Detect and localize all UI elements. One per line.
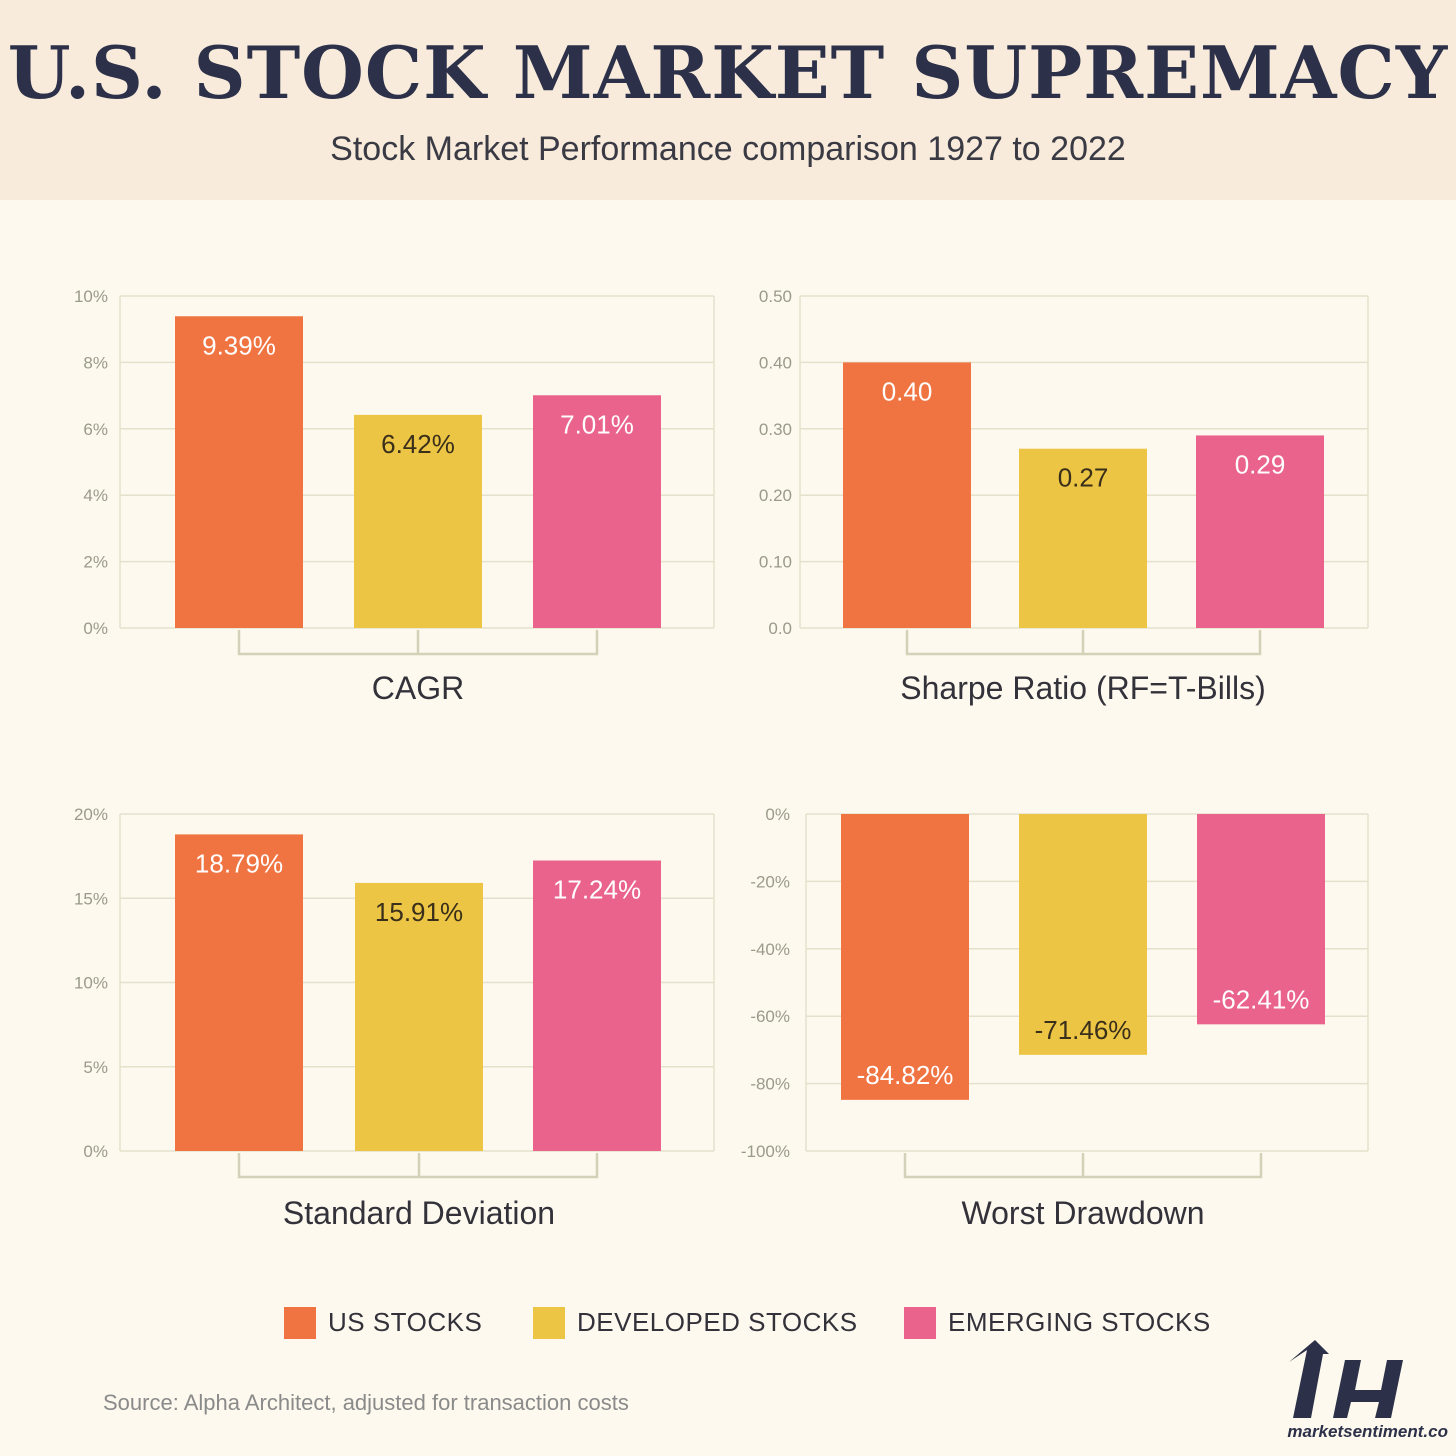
y-tick-label: 0.20 — [759, 486, 792, 505]
x-axis-label: CAGR — [372, 670, 464, 706]
bar-developed — [355, 882, 483, 1151]
y-tick-label: 0.40 — [759, 353, 792, 372]
x-axis-label: Sharpe Ratio (RF=T-Bills) — [900, 670, 1265, 706]
y-tick-label: 0% — [83, 619, 108, 638]
bar-emerging — [533, 860, 661, 1151]
brand-logo-icon — [1289, 1340, 1403, 1418]
bar-us — [843, 362, 971, 628]
bar-value-label: 6.42% — [381, 429, 455, 459]
y-tick-label: 0.10 — [759, 553, 792, 572]
bar-developed — [354, 414, 482, 628]
brand-name: marketsentiment.co — [1287, 1422, 1448, 1441]
y-tick-label: 20% — [74, 805, 108, 824]
y-tick-label: 10% — [74, 974, 108, 993]
bar-value-label: 15.91% — [375, 897, 463, 927]
page-title: U.S. STOCK MARKET SUPREMACY — [7, 30, 1449, 115]
bar-developed — [1019, 448, 1147, 628]
bar-value-label: -62.41% — [1213, 984, 1310, 1014]
legend: US STOCKS DEVELOPED STOCKS EMERGING STOC… — [0, 1305, 1456, 1345]
y-tick-label: 15% — [74, 889, 108, 908]
x-axis-label: Worst Drawdown — [961, 1195, 1204, 1231]
source-note: Source: Alpha Architect, adjusted for tr… — [103, 1390, 629, 1415]
bar-value-label: 9.39% — [202, 330, 276, 360]
y-tick-label: 10% — [74, 287, 108, 306]
bar-value-label: 0.27 — [1058, 463, 1109, 493]
bar-value-label: 0.40 — [882, 376, 933, 406]
y-tick-label: -100% — [741, 1142, 790, 1161]
bar-us — [175, 316, 303, 628]
y-tick-label: 5% — [83, 1058, 108, 1077]
legend-label-us: US STOCKS — [328, 1307, 483, 1337]
bar-value-label: 17.24% — [553, 875, 641, 905]
y-tick-label: 8% — [83, 353, 108, 372]
bar-emerging — [533, 395, 661, 628]
y-tick-label: 0% — [765, 805, 790, 824]
legend-label-emerging: EMERGING STOCKS — [948, 1307, 1211, 1337]
legend-swatch-emerging — [904, 1307, 936, 1339]
y-tick-label: -20% — [750, 872, 790, 891]
y-tick-label: -80% — [750, 1075, 790, 1094]
y-tick-label: 0.50 — [759, 287, 792, 306]
bar-value-label: 18.79% — [195, 848, 283, 878]
y-tick-label: 0.30 — [759, 420, 792, 439]
y-tick-label: 4% — [83, 486, 108, 505]
page-subtitle: Stock Market Performance comparison 1927… — [330, 130, 1126, 168]
bar-us — [175, 834, 303, 1151]
y-tick-label: 2% — [83, 553, 108, 572]
y-tick-label: -40% — [750, 940, 790, 959]
y-tick-label: 0% — [83, 1142, 108, 1161]
y-tick-label: 6% — [83, 420, 108, 439]
legend-swatch-developed — [533, 1307, 565, 1339]
bar-value-label: -84.82% — [857, 1060, 954, 1090]
bar-developed — [1019, 814, 1147, 1055]
bar-emerging — [1196, 435, 1324, 628]
y-tick-label: -60% — [750, 1007, 790, 1026]
bar-us — [841, 814, 969, 1100]
bar-emerging — [1197, 814, 1325, 1025]
header-banner: U.S. STOCK MARKET SUPREMACY Stock Market… — [0, 0, 1456, 200]
y-tick-label: 0.0 — [768, 619, 792, 638]
bar-value-label: -71.46% — [1035, 1015, 1132, 1045]
legend-swatch-us — [284, 1307, 316, 1339]
legend-label-developed: DEVELOPED STOCKS — [577, 1307, 858, 1337]
bar-value-label: 7.01% — [560, 409, 634, 439]
bar-value-label: 0.29 — [1235, 449, 1286, 479]
x-axis-label: Standard Deviation — [283, 1195, 555, 1231]
